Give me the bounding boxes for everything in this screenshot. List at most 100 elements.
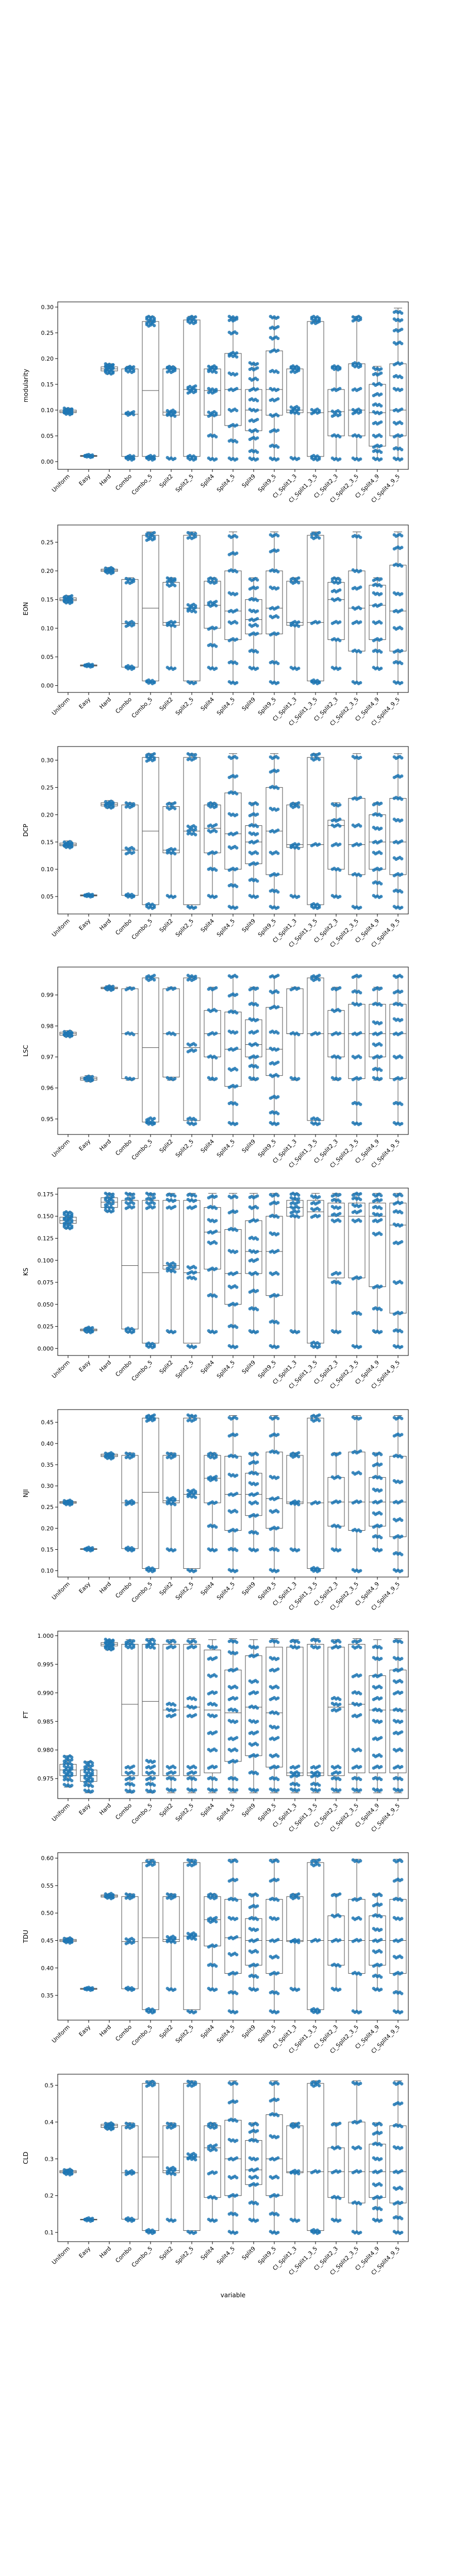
strip-point [379,1218,383,1222]
strip-point [276,828,280,832]
strip-point [400,906,404,909]
strip-point [359,569,362,573]
strip-point [214,851,218,854]
box-body [245,1220,262,1274]
y-tick-label: 0.20 [41,1525,54,1532]
strip-point [132,578,136,581]
strip-point [256,852,259,855]
strip-point [111,1199,115,1203]
strip-point [235,975,239,979]
strip-point [235,1720,239,1723]
box-body [348,570,366,652]
strip-point [132,1643,136,1647]
strip-point [70,1758,74,1761]
strip-point [400,448,404,451]
strip-point [276,1095,280,1099]
box-8 [224,531,242,683]
y-tick-label: 0.10 [41,1568,54,1574]
strip-point [400,1499,404,1503]
strip-point [132,1032,136,1037]
box-body [286,988,304,1034]
subplot-nji: 0.10 0.15 0.20 0.25 0.30 0.35 0.40 0.45 Uniform E… [22,1409,409,1612]
strip-point [214,1703,218,1707]
strip-point [214,1730,218,1734]
strip-point [214,1690,218,1694]
strip-point [111,363,115,367]
strip-point [297,456,301,461]
x-tick-label: Split9_5 [257,918,277,938]
strip-point [214,604,218,607]
strip-point [235,621,239,625]
y-tick-label: 0.05 [41,433,54,439]
box-body [245,599,262,634]
strip-point [276,1496,280,1500]
y-tick-label: 0.40 [41,1440,54,1447]
strip-point [235,1228,239,1232]
strip-point [338,1056,342,1060]
strip-point [400,1223,404,1227]
box-body [224,1669,242,1762]
strip-point [70,597,74,601]
strip-point [173,620,177,624]
y-tick-label: 0.150 [38,1213,54,1220]
strip-point [318,455,321,459]
box-13 [327,802,345,897]
strip-point [256,1548,259,1552]
y-tick-label: 0.30 [41,757,54,764]
y-axis-label: LSC [22,1045,29,1057]
strip-point [153,316,156,320]
strip-point [256,632,259,635]
strip-point [194,906,197,909]
strip-point [379,383,383,387]
strip-point [276,370,280,374]
strip-point [214,803,218,807]
strip-point [214,626,218,630]
x-tick-label: Hard [98,1581,112,1595]
strip-point [214,578,218,582]
strip-point [214,370,218,374]
strip-point [359,1416,362,1420]
strip-point [338,387,342,391]
strip-point [173,1077,177,1080]
strip-point [276,325,280,329]
strip-point [111,567,115,571]
strip-point [70,1755,74,1759]
strip-point [276,445,280,449]
strip-point [400,1345,404,1349]
strip-point [214,829,218,834]
strip-point [318,1419,321,1422]
strip-point [338,1281,342,1285]
strip-point [338,1451,342,1455]
strip-point [214,1788,218,1792]
box-body [389,1202,407,1314]
strip-point [256,839,259,843]
box-11 [286,802,304,897]
strip-point [173,1205,177,1209]
strip-point [214,1207,218,1210]
strip-point [297,1077,301,1080]
strip-point [132,802,136,806]
strip-point [91,892,94,896]
y-tick-label: 0.20 [41,355,54,362]
y-tick-label: 0.25 [41,539,54,546]
x-tick-label: Split2 [158,918,174,934]
strip-point [173,577,177,581]
strip-point [132,987,136,990]
strip-point [194,1270,197,1274]
box-8 [224,317,242,460]
box-body [348,363,366,436]
strip-point [400,1076,404,1080]
strip-point [235,570,239,574]
strip-point [153,1121,156,1125]
y-tick-label: 0.10 [41,407,54,414]
strip-point [214,667,218,670]
x-tick-label: Split4_5 [216,696,236,717]
strip-point [256,617,259,621]
strip-point [111,1638,115,1642]
strip-point [338,1271,342,1275]
strip-point [276,1345,280,1349]
strip-point [256,586,259,589]
strip-point [235,387,239,391]
x-tick-label: Combo [114,1581,133,1600]
strip-point [194,604,197,607]
